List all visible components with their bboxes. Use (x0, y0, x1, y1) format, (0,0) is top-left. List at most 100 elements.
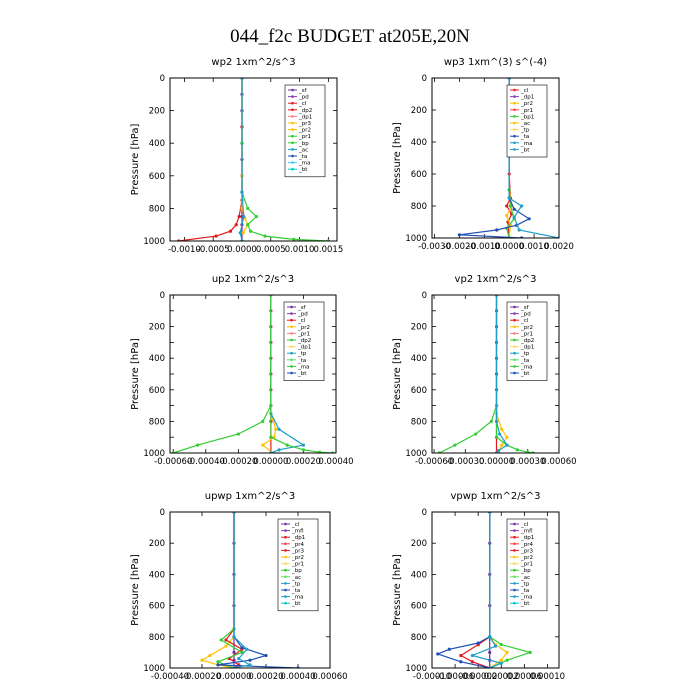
data-point (263, 234, 267, 238)
x-tick-label: -0.00002 (459, 672, 497, 682)
legend-marker (284, 542, 287, 546)
data-point (505, 214, 509, 218)
data-point (505, 658, 509, 662)
x-tick-label: -0.0010 (168, 245, 201, 255)
legend-label: _sf (298, 88, 308, 94)
data-point (470, 653, 475, 658)
legend-marker (291, 88, 294, 92)
chart-panel: upwp 1xm^2/s^3 Pressure [hPa] 0 200 400 600 80… (130, 491, 348, 682)
legend-label: _bt (520, 371, 530, 377)
data-point (285, 443, 289, 447)
legend-marker (291, 167, 294, 171)
legend-label: _tp (297, 351, 307, 357)
y-tick-label: 400 (149, 354, 165, 364)
x-tick-label: -0.00060 (154, 457, 192, 467)
data-point (498, 432, 502, 436)
legend-marker (290, 351, 293, 355)
series-group (200, 512, 300, 668)
series-line (178, 78, 243, 241)
x-tick-label: 0.00000 (216, 672, 251, 682)
legend-label: _bp (520, 568, 531, 574)
series-line (233, 512, 252, 668)
legend-marker (291, 115, 294, 118)
series-line (270, 295, 333, 453)
legend-label: _dp1 (520, 535, 534, 541)
panel-title: upwp 1xm^2/s^3 (205, 491, 295, 502)
x-tick-label: -0.00010 (413, 672, 451, 682)
legend-marker (513, 332, 516, 335)
data-point (224, 638, 228, 642)
legend-marker (513, 351, 516, 355)
y-tick-label: 0 (422, 508, 427, 518)
y-tick-label: 800 (149, 417, 165, 427)
y-tick-label: 800 (411, 202, 427, 212)
legend-label: _dp2 (298, 108, 312, 114)
data-point (493, 644, 498, 648)
x-tick-label: 0.00040 (318, 457, 353, 467)
x-tick-label: -0.0020 (443, 242, 476, 252)
data-point (515, 448, 519, 452)
x-tick-label: 0.0020 (544, 242, 574, 252)
chart-panel: vpwp 1xm^2/s^3 Pressure [hPa] 0 200 400 600 80… (392, 491, 565, 682)
y-tick-label: 0 (160, 291, 165, 301)
legend-label: _sf (297, 305, 307, 311)
legend-marker (291, 161, 294, 164)
data-point (248, 663, 252, 667)
data-point (495, 228, 499, 232)
series-line (459, 512, 491, 668)
legend-label: _ma (297, 364, 309, 370)
legend-marker (513, 358, 516, 362)
y-tick-label: 200 (149, 107, 165, 117)
legend-label: _dp1 (297, 345, 311, 351)
plot-frame (431, 294, 560, 454)
legend-label: _ta (291, 588, 300, 594)
data-point (196, 443, 200, 447)
chart-panel: vp2 1xm^2/s^3 Pressure [hPa] 0 200 400 600 800… (392, 274, 577, 467)
legend-marker (291, 148, 294, 151)
legend-marker (291, 154, 294, 158)
y-axis-label: Pressure [hPa] (130, 554, 141, 626)
data-point (526, 450, 530, 453)
legend-marker (290, 305, 293, 309)
y-tick-label: 400 (149, 570, 165, 580)
x-tick-label: 0.0000 (494, 242, 524, 252)
data-point (505, 204, 509, 208)
data-point (240, 190, 244, 194)
legend-marker (513, 535, 516, 539)
data-point (254, 214, 258, 219)
y-axis-label: Pressure [hPa] (392, 122, 403, 194)
legend-label: _dp2 (520, 338, 534, 344)
legend-marker (513, 108, 516, 112)
legend-marker (513, 305, 516, 309)
legend-marker (513, 312, 516, 315)
data-point (261, 443, 265, 447)
legend-label: _pr3 (298, 121, 312, 127)
legend-marker (291, 128, 294, 131)
legend-marker (513, 141, 516, 145)
legend-label: _pr4 (520, 542, 534, 548)
legend-label: _dp1 (520, 95, 534, 101)
y-tick-label: 400 (411, 570, 427, 580)
legend-label: _dp2 (297, 338, 311, 344)
y-tick-label: 0 (422, 291, 427, 301)
data-point (512, 215, 516, 219)
panel-title: vpwp 1xm^2/s^3 (450, 491, 540, 502)
y-tick-label: 600 (411, 386, 427, 396)
chart-panel: up2 1xm^2/s^3 Pressure [hPa] 0 200 400 600 800… (130, 274, 354, 467)
legend-label: _ta (520, 588, 529, 594)
legend-label: _pd (297, 312, 308, 318)
legend-marker (513, 588, 516, 592)
legend-marker (284, 522, 287, 526)
y-tick-label: 400 (149, 139, 165, 149)
legend-marker (291, 134, 294, 138)
legend-label: _pd (298, 95, 309, 101)
legend-label: _pr3 (291, 548, 305, 554)
series-line (439, 295, 498, 453)
data-point (249, 229, 253, 233)
legend-label: _ta (520, 134, 529, 140)
x-tick-label: 0.0010 (519, 242, 549, 252)
legend-marker (290, 371, 293, 375)
y-tick-label: 600 (149, 386, 165, 396)
y-tick-label: 800 (411, 633, 427, 643)
legend-marker (284, 555, 287, 559)
